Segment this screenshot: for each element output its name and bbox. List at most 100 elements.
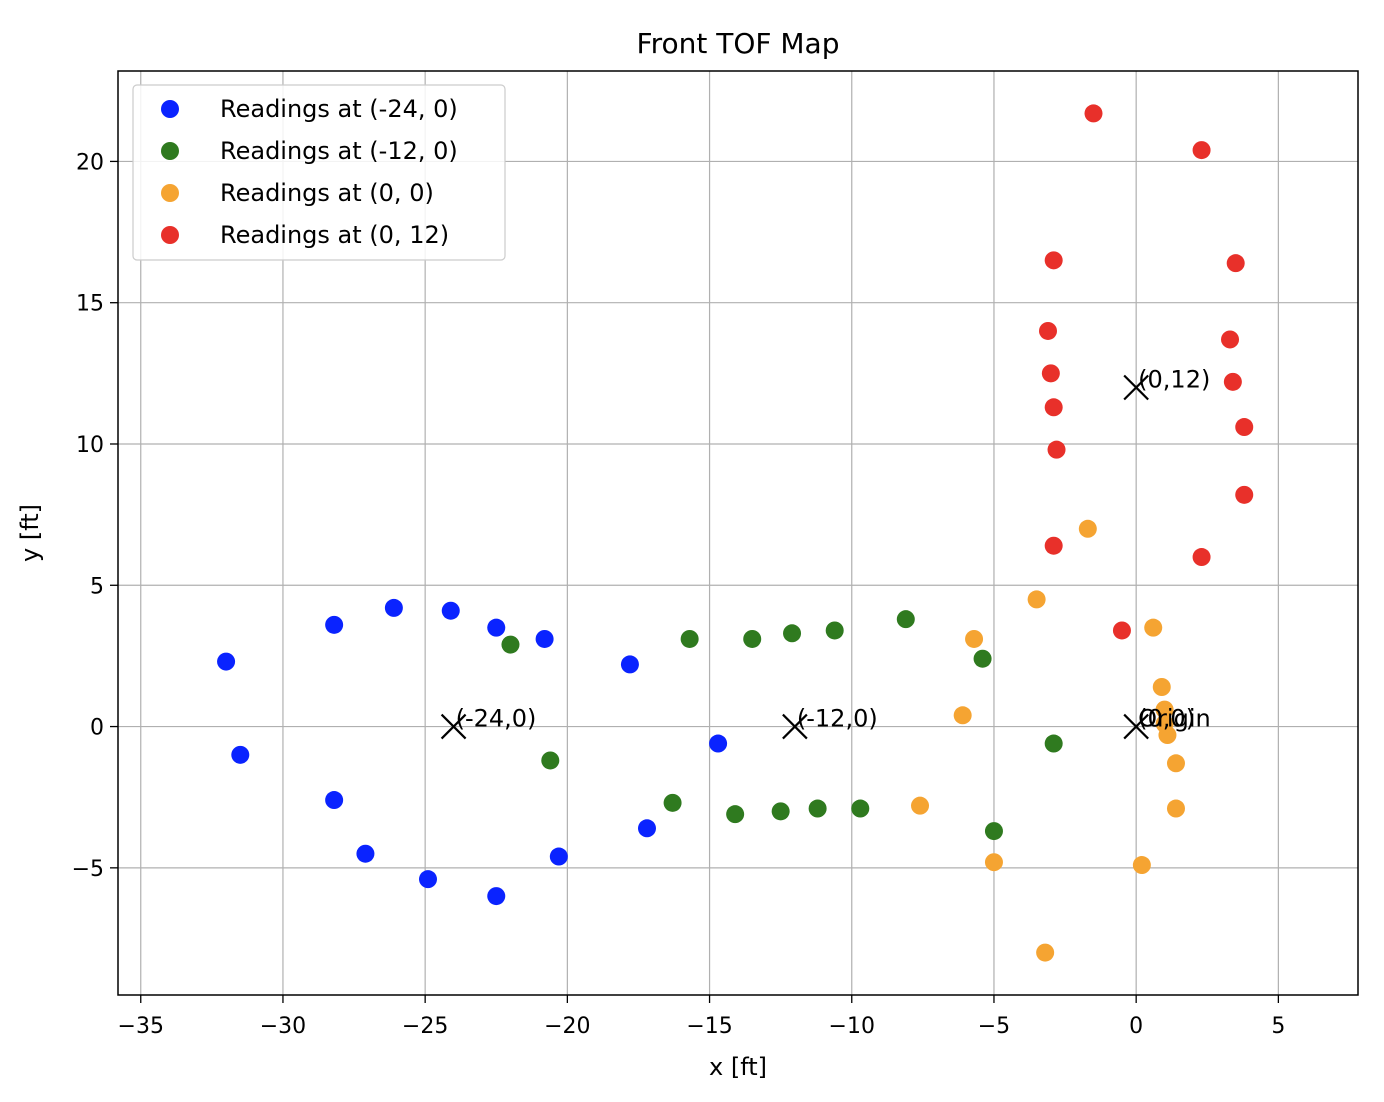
data-point <box>1235 418 1254 437</box>
data-point <box>217 652 236 671</box>
data-point <box>549 847 568 866</box>
marker-label: (0,12) <box>1138 365 1210 393</box>
data-point <box>984 853 1003 872</box>
chart-title: Front TOF Map <box>637 27 840 60</box>
data-point <box>501 635 520 654</box>
legend-marker <box>161 184 179 202</box>
data-point <box>984 822 1003 841</box>
data-point <box>1144 618 1163 637</box>
data-point <box>911 796 930 815</box>
data-points <box>217 104 1254 962</box>
data-point <box>663 793 682 812</box>
data-point <box>1078 519 1097 538</box>
x-axis-ticks: −35 −30 −25 −20 −15 −10 −5 0 5 <box>118 995 1285 1039</box>
data-point <box>726 805 745 824</box>
data-point <box>487 618 506 637</box>
x-tick-label: 0 <box>1129 1014 1143 1039</box>
data-point <box>487 887 506 906</box>
x-tick-label: −10 <box>829 1014 875 1039</box>
x-tick-label: 5 <box>1271 1014 1285 1039</box>
data-point <box>973 649 992 668</box>
legend-marker <box>161 100 179 118</box>
data-point <box>1044 734 1063 753</box>
data-point <box>1192 548 1211 567</box>
legend-label: Readings at (-24, 0) <box>220 95 458 123</box>
y-tick-label: 20 <box>76 150 104 175</box>
marker-label: Origin <box>1138 705 1211 733</box>
legend-marker <box>161 226 179 244</box>
legend: Readings at (-24, 0) Readings at (-12, 0)… <box>132 84 506 261</box>
data-point <box>1044 398 1063 417</box>
marker-label: (0,0) <box>1138 705 1195 733</box>
x-tick-label: −5 <box>978 1014 1010 1039</box>
data-point <box>535 629 554 648</box>
data-point <box>965 629 984 648</box>
data-point <box>637 819 656 838</box>
data-point <box>1226 254 1245 273</box>
data-point <box>1044 251 1063 270</box>
legend-label: Readings at (0, 0) <box>220 179 434 207</box>
x-marker-stroke <box>1123 713 1149 740</box>
data-point <box>896 610 915 629</box>
data-point <box>1155 700 1174 719</box>
data-point <box>808 799 827 818</box>
x-marker-stroke <box>782 713 808 740</box>
data-point <box>325 791 344 810</box>
data-point <box>825 621 844 640</box>
data-point <box>1084 104 1103 123</box>
data-point <box>680 629 699 648</box>
x-tick-label: −25 <box>402 1014 448 1039</box>
data-point <box>953 706 972 725</box>
data-point <box>1132 856 1151 875</box>
data-point <box>384 598 403 617</box>
x-tick-label: −35 <box>118 1014 164 1039</box>
y-tick-label: 0 <box>90 716 104 741</box>
data-point <box>1158 726 1177 745</box>
legend-label: Readings at (-12, 0) <box>220 137 458 165</box>
data-point <box>1112 621 1131 640</box>
data-point <box>356 844 375 863</box>
data-point <box>1027 590 1046 609</box>
y-tick-label: −5 <box>72 857 104 882</box>
y-axis-ticks: −5 0 5 10 15 20 <box>72 150 118 882</box>
x-axis-label: x [ft] <box>709 1053 767 1081</box>
data-point <box>325 615 344 634</box>
data-point <box>1223 372 1242 391</box>
marker-label: (-24,0) <box>456 705 537 733</box>
data-point <box>1192 141 1211 160</box>
data-point <box>1166 754 1185 773</box>
data-point <box>441 601 460 620</box>
data-point <box>620 655 639 674</box>
y-tick-label: 15 <box>76 292 104 317</box>
marker-label: (-12,0) <box>797 705 878 733</box>
data-point <box>851 799 870 818</box>
data-point <box>771 802 790 821</box>
data-point <box>1047 440 1066 459</box>
data-point <box>1235 485 1254 504</box>
legend-label: Readings at (0, 12) <box>220 221 449 249</box>
x-marker-stroke <box>440 713 467 740</box>
data-point <box>709 734 728 753</box>
reference-markers: (-24,0) (-12,0) (0,0)Origin (0,12) <box>440 365 1211 740</box>
data-point <box>419 870 437 889</box>
data-point <box>1039 321 1057 340</box>
data-point <box>1044 536 1063 555</box>
data-point <box>541 751 560 770</box>
data-point <box>1152 678 1171 696</box>
x-marker-stroke <box>1123 374 1149 401</box>
x-tick-label: −20 <box>544 1014 590 1039</box>
y-axis-label: y [ft] <box>16 504 44 562</box>
y-tick-label: 10 <box>76 433 104 458</box>
data-point <box>783 624 802 643</box>
data-point <box>1166 799 1185 818</box>
data-point <box>743 629 762 648</box>
data-point <box>231 745 250 764</box>
legend-box <box>132 84 506 261</box>
y-tick-label: 5 <box>90 574 104 599</box>
legend-marker <box>161 142 179 160</box>
data-point <box>1221 330 1240 349</box>
data-point <box>1036 943 1055 962</box>
x-tick-label: −30 <box>260 1014 306 1039</box>
data-point <box>1041 364 1060 383</box>
